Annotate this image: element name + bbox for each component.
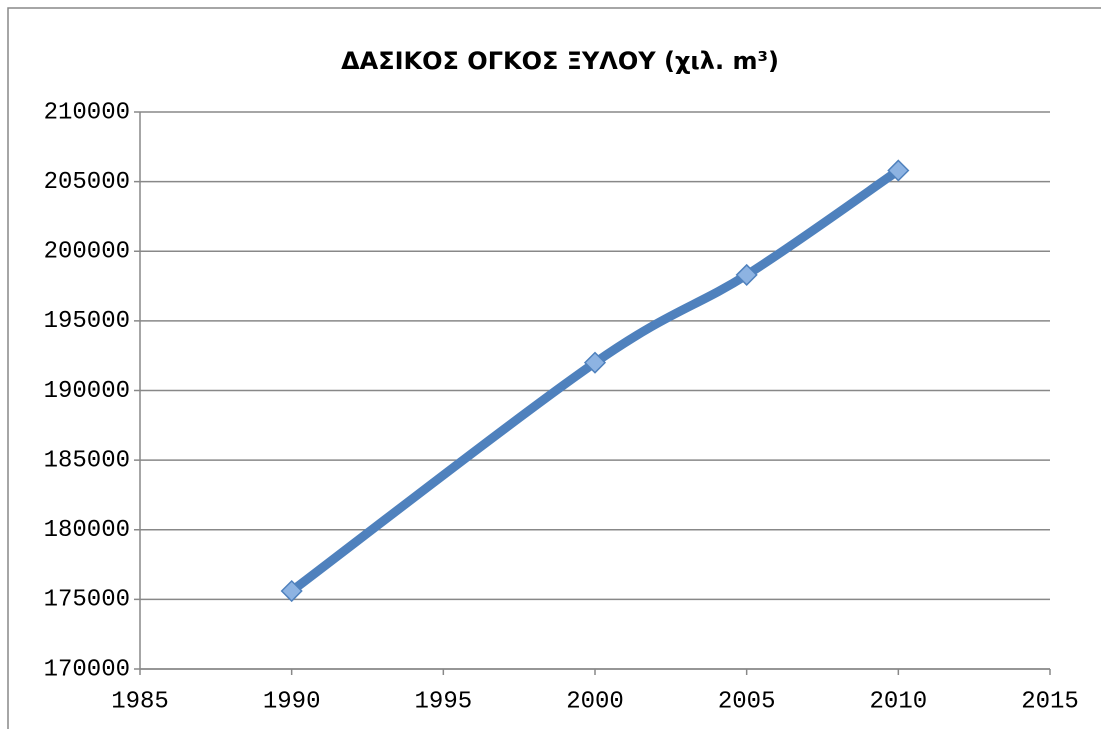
chart-title: ΔΑΣΙΚΟΣ ΟΓΚΟΣ ΞΥΛΟΥ (χιλ. m³)	[341, 47, 779, 75]
x-tick-label: 2010	[870, 688, 928, 715]
x-tick-label: 2005	[718, 688, 776, 715]
y-tick-label: 180000	[44, 517, 130, 544]
y-tick-label: 185000	[44, 447, 130, 474]
y-tick-label: 170000	[44, 656, 130, 683]
marker	[887, 159, 910, 182]
y-tick-label: 200000	[44, 239, 130, 266]
x-tick-label: 1990	[263, 688, 321, 715]
line	[287, 165, 903, 596]
marker	[735, 263, 758, 286]
marker	[280, 579, 303, 603]
x-tick-label: 2000	[566, 688, 624, 715]
y-tick-label: 190000	[44, 378, 130, 405]
marker	[583, 351, 607, 374]
y-tick-label: 205000	[44, 169, 130, 196]
x-tick-label: 1985	[111, 688, 169, 715]
y-tick-label: 210000	[44, 99, 130, 126]
y-tick-label: 195000	[44, 308, 130, 335]
x-tick-label: 1995	[415, 688, 473, 715]
y-tick-label: 175000	[44, 587, 130, 614]
x-tick-label: 2015	[1021, 688, 1079, 715]
chart-frame	[7, 7, 1101, 729]
